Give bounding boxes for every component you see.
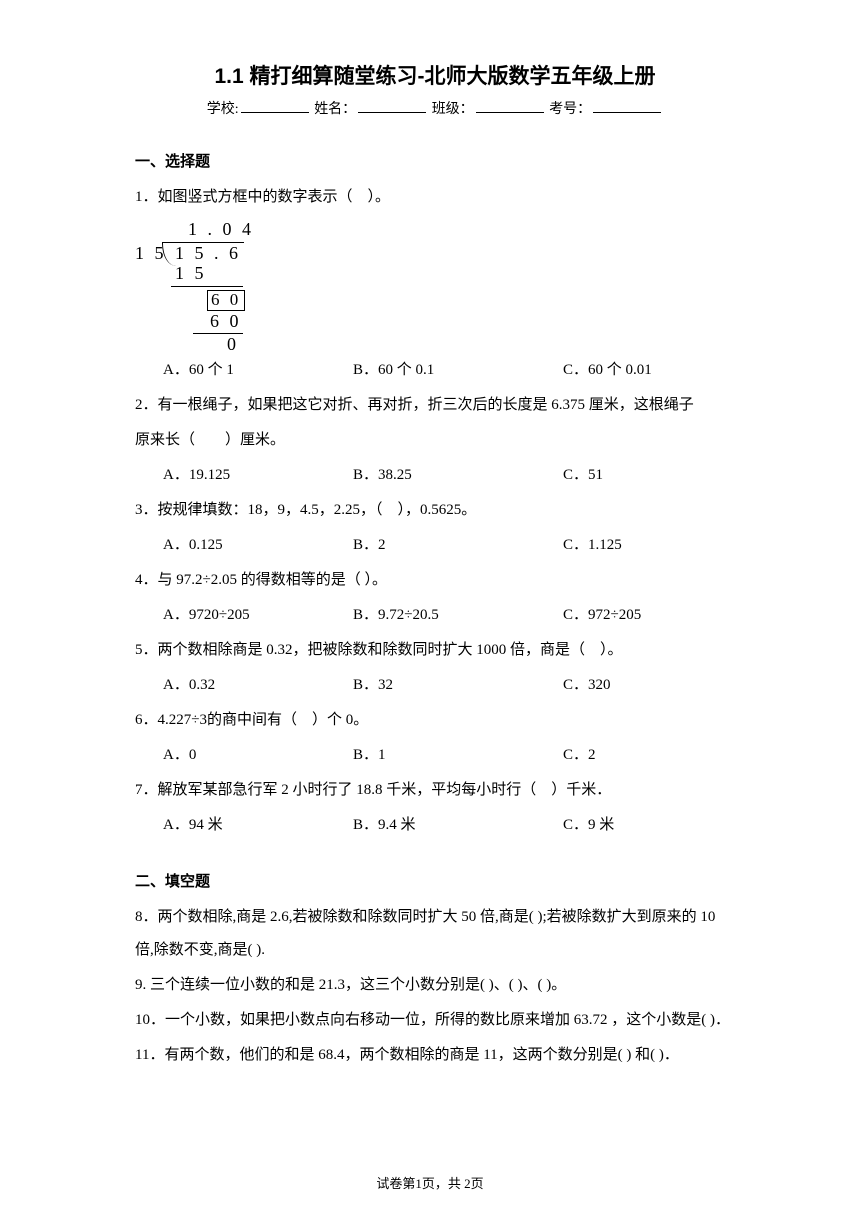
q6-option-a[interactable]: A．0 <box>163 739 353 772</box>
q11-text: 11．有两个数，他们的和是 68.4，两个数相除的商是 11，这两个数分别是( … <box>135 1039 735 1072</box>
q7-option-b[interactable]: B．9.4 米 <box>353 809 563 842</box>
id-blank[interactable] <box>593 112 661 113</box>
q3-options: A．0.125 B．2 C．1.125 <box>135 529 735 562</box>
page-title: 1.1 精打细算随堂练习-北师大版数学五年级上册 <box>135 60 735 90</box>
df-sub1: 1 5 <box>175 264 207 284</box>
q7-text: 7．解放军某部急行军 2 小时行了 18.8 千米，平均每小时行（ ）千米． <box>135 774 735 807</box>
q6-option-b[interactable]: B．1 <box>353 739 563 772</box>
id-label: 考号： <box>549 102 591 117</box>
question-3: 3．按规律填数：18，9，4.5，2.25，（ ），0.5625。 A．0.12… <box>135 494 735 562</box>
q6-option-c[interactable]: C．2 <box>563 739 596 772</box>
q8-text: 8．两个数相除,商是 2.6,若被除数和除数同时扩大 50 倍,商是( );若被… <box>135 901 735 967</box>
q2-text-2: 原来长（ ）厘米。 <box>135 424 735 457</box>
question-6: 6．4.227÷3的商中间有（ ）个 0。 A．0 B．1 C．2 <box>135 704 735 772</box>
q4-text: 4．与 97.2÷2.05 的得数相等的是（ ）。 <box>135 564 735 597</box>
q7-options: A．94 米 B．9.4 米 C．9 米 <box>135 809 735 842</box>
q5-option-a[interactable]: A．0.32 <box>163 669 353 702</box>
division-figure: 1 . 0 4 1 5 1 5 . 6 1 5 6 0 6 0 0 <box>135 220 275 350</box>
q1-options: A．60 个 1 B．60 个 0.1 C．60 个 0.01 <box>135 354 735 387</box>
class-label: 班级： <box>432 102 474 117</box>
q5-option-b[interactable]: B．32 <box>353 669 563 702</box>
class-blank[interactable] <box>476 112 544 113</box>
q1-option-c[interactable]: C．60 个 0.01 <box>563 354 652 387</box>
q2-option-c[interactable]: C．51 <box>563 459 603 492</box>
page-footer: 试卷第1页，共 2页 <box>0 1173 860 1192</box>
q10-text: 10．一个小数，如果把小数点向右移动一位，所得的数比原来增加 63.72 ，这个… <box>135 1004 735 1037</box>
question-8: 8．两个数相除,商是 2.6,若被除数和除数同时扩大 50 倍,商是( );若被… <box>135 901 735 967</box>
q1-text: 1．如图竖式方框中的数字表示（ ）。 <box>135 181 735 214</box>
q4-option-c[interactable]: C．972÷205 <box>563 599 641 632</box>
q3-option-b[interactable]: B．2 <box>353 529 563 562</box>
question-7: 7．解放军某部急行军 2 小时行了 18.8 千米，平均每小时行（ ）千米． A… <box>135 774 735 842</box>
q7-option-c[interactable]: C．9 米 <box>563 809 614 842</box>
q6-text: 6．4.227÷3的商中间有（ ）个 0。 <box>135 704 735 737</box>
q3-option-a[interactable]: A．0.125 <box>163 529 353 562</box>
q6-options: A．0 B．1 C．2 <box>135 739 735 772</box>
q9-text: 9. 三个连续一位小数的和是 21.3，这三个小数分别是( )、( )、( )。 <box>135 969 735 1002</box>
question-1: 1．如图竖式方框中的数字表示（ ）。 1 . 0 4 1 5 1 5 . 6 1… <box>135 181 735 387</box>
df-line1 <box>171 286 243 287</box>
q3-text: 3．按规律填数：18，9，4.5，2.25，（ ），0.5625。 <box>135 494 735 527</box>
q5-option-c[interactable]: C．320 <box>563 669 611 702</box>
df-divisor: 1 5 <box>135 244 167 264</box>
q5-text: 5．两个数相除商是 0.32，把被除数和除数同时扩大 1000 倍，商是（ ）。 <box>135 634 735 667</box>
q4-options: A．9720÷205 B．9.72÷20.5 C．972÷205 <box>135 599 735 632</box>
section-1-header: 一、选择题 <box>135 150 735 171</box>
q4-option-a[interactable]: A．9720÷205 <box>163 599 353 632</box>
q2-text-1: 2．有一根绳子，如果把这它对折、再对折，折三次后的长度是 6.375 厘米，这根… <box>135 389 735 422</box>
q5-options: A．0.32 B．32 C．320 <box>135 669 735 702</box>
df-sub2: 6 0 <box>210 312 242 332</box>
question-9: 9. 三个连续一位小数的和是 21.3，这三个小数分别是( )、( )、( )。 <box>135 969 735 1002</box>
df-box: 6 0 <box>207 290 245 311</box>
df-zero: 0 <box>227 335 239 355</box>
df-quotient: 1 . 0 4 <box>188 220 254 240</box>
df-dividend: 1 5 . 6 <box>175 244 241 264</box>
q2-option-a[interactable]: A．19.125 <box>163 459 353 492</box>
question-2: 2．有一根绳子，如果把这它对折、再对折，折三次后的长度是 6.375 厘米，这根… <box>135 389 735 492</box>
q7-option-a[interactable]: A．94 米 <box>163 809 353 842</box>
question-5: 5．两个数相除商是 0.32，把被除数和除数同时扩大 1000 倍，商是（ ）。… <box>135 634 735 702</box>
q1-option-a[interactable]: A．60 个 1 <box>163 354 353 387</box>
name-label: 姓名： <box>314 102 356 117</box>
q4-option-b[interactable]: B．9.72÷20.5 <box>353 599 563 632</box>
q2-option-b[interactable]: B．38.25 <box>353 459 563 492</box>
q2-options: A．19.125 B．38.25 C．51 <box>135 459 735 492</box>
student-info-line: 学校: 姓名： 班级： 考号： <box>135 98 735 118</box>
school-label: 学校: <box>207 102 239 117</box>
name-blank[interactable] <box>358 112 426 113</box>
question-10: 10．一个小数，如果把小数点向右移动一位，所得的数比原来增加 63.72 ，这个… <box>135 1004 735 1037</box>
q1-option-b[interactable]: B．60 个 0.1 <box>353 354 563 387</box>
q3-option-c[interactable]: C．1.125 <box>563 529 622 562</box>
section-2-header: 二、填空题 <box>135 870 735 891</box>
question-11: 11．有两个数，他们的和是 68.4，两个数相除的商是 11，这两个数分别是( … <box>135 1039 735 1072</box>
question-4: 4．与 97.2÷2.05 的得数相等的是（ ）。 A．9720÷205 B．9… <box>135 564 735 632</box>
school-blank[interactable] <box>241 112 309 113</box>
